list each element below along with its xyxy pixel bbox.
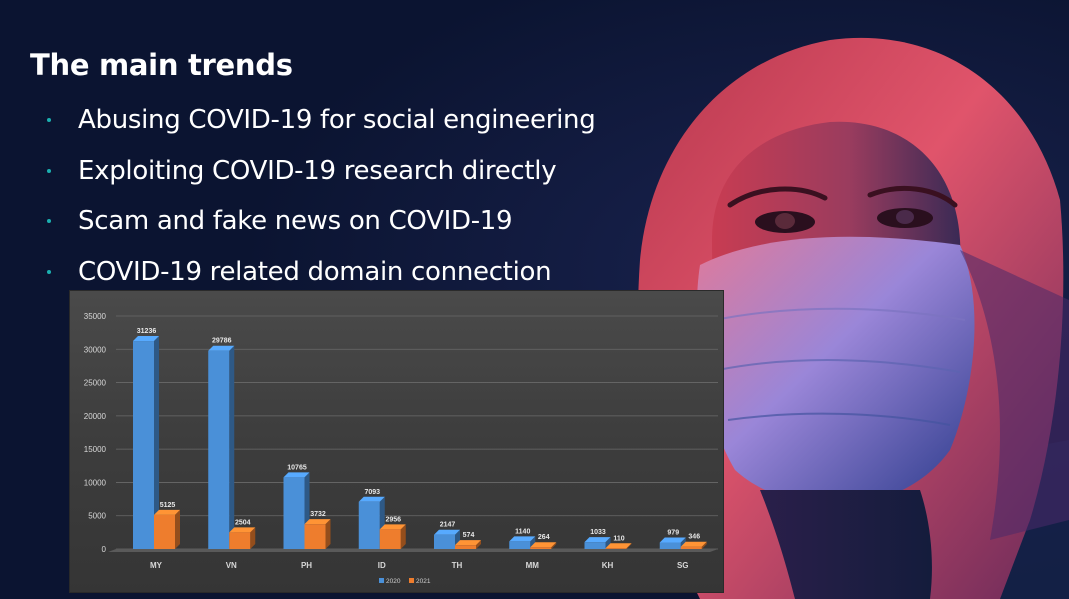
bar-side [154, 336, 159, 549]
trend-list: Abusing COVID-19 for social engineering … [45, 100, 596, 303]
bar-top [605, 543, 632, 549]
bar-2020-mm [509, 541, 531, 549]
bar-2021-ph [304, 524, 326, 549]
trend-item: Scam and fake news on COVID-19 [45, 201, 595, 252]
y-tick-label: 0 [102, 545, 107, 554]
bar-side [250, 527, 256, 549]
data-label: 3732 [310, 511, 326, 518]
data-label: 979 [667, 529, 679, 536]
trend-item: COVID-19 related domain connection [45, 252, 595, 303]
category-label: PH [301, 561, 312, 570]
slide-title: The main trends [30, 48, 293, 82]
category-label: SG [677, 561, 689, 570]
trend-text: Abusing COVID-19 for social engineering [78, 105, 596, 135]
trend-item: Abusing COVID-19 for social engineering [45, 100, 596, 151]
bar-top [509, 536, 536, 542]
data-label: 2147 [440, 522, 456, 529]
category-label: MM [526, 561, 540, 570]
bar-2021-vn [229, 532, 251, 549]
bar-2020-ph [283, 477, 305, 549]
bar-top [229, 527, 256, 533]
chart-floor [108, 549, 718, 552]
bar-side [476, 540, 481, 549]
bar-top [434, 529, 460, 535]
data-label: 2956 [385, 516, 401, 523]
bar-top [659, 537, 686, 543]
y-tick-label: 10000 [84, 478, 107, 487]
data-label: 1140 [515, 528, 530, 535]
trend-item: Exploiting COVID-19 research directly [45, 151, 595, 202]
legend-swatch [409, 578, 414, 583]
data-label: 1033 [590, 529, 606, 536]
bar-top [379, 524, 406, 530]
bar-2020-my [133, 341, 154, 549]
chart-canvas: 0 5000 10000 15000 20000 25000 30000 35000 31236… [84, 312, 718, 585]
data-label: 574 [463, 532, 475, 539]
data-label: 31236 [137, 328, 157, 335]
bar-side [551, 542, 557, 549]
legend-label: 2020 [386, 578, 401, 585]
bar-2020-kh [584, 542, 606, 549]
y-tick-label: 30000 [84, 345, 107, 354]
bullet-icon [47, 269, 51, 274]
y-tick-label: 15000 [84, 445, 107, 454]
bar-2021-sg [680, 546, 702, 549]
bar-top [133, 336, 159, 342]
bar-side [701, 541, 707, 549]
bar-top [154, 509, 180, 515]
bullet-icon [47, 168, 51, 173]
bar-2020-vn [208, 350, 230, 549]
trend-text: Scam and fake news on COVID-19 [78, 206, 513, 236]
bullet-icon [47, 219, 51, 223]
bar-top [304, 519, 331, 525]
y-tick-label: 5000 [88, 512, 106, 521]
bar-side [175, 509, 180, 549]
data-label: 29786 [212, 338, 232, 345]
bar-top [358, 496, 385, 502]
bullet-icon [47, 118, 51, 122]
data-label: 2504 [235, 519, 251, 526]
bar-2020-th [434, 534, 455, 549]
bar-2021-mm [530, 547, 552, 549]
legend-swatch [379, 578, 384, 583]
category-label: ID [378, 561, 386, 570]
data-label: 5125 [160, 502, 176, 509]
bar-top [208, 345, 235, 351]
y-tick-label: 35000 [84, 312, 107, 321]
data-label: 110 [613, 535, 624, 542]
bar-top [455, 540, 481, 546]
trend-text: Exploiting COVID-19 research directly [78, 155, 557, 186]
bar-side [530, 536, 536, 549]
bar-top [283, 472, 310, 478]
bar-side [626, 543, 632, 549]
bar-top [680, 541, 707, 547]
category-label: TH [452, 561, 463, 570]
bar-2021-id [379, 529, 401, 549]
bar-side [605, 537, 611, 549]
legend-label: 2021 [416, 578, 431, 585]
y-tick-label: 20000 [84, 412, 107, 421]
category-label: MY [150, 561, 163, 570]
trend-text: COVID-19 related domain connection [78, 256, 552, 287]
bar-2020-sg [659, 542, 681, 549]
data-label: 7093 [364, 489, 380, 496]
bar-side [400, 524, 406, 549]
y-tick-label: 25000 [84, 379, 107, 388]
bar-top [530, 542, 557, 548]
bar-side [229, 345, 235, 549]
data-label: 10765 [287, 464, 307, 471]
domain-connection-chart: 0 5000 10000 15000 20000 25000 30000 35000 31236… [70, 291, 723, 592]
data-label: 346 [688, 534, 700, 541]
bar-2021-kh [605, 548, 627, 549]
bar-2021-my [154, 514, 175, 549]
bar-top [584, 537, 611, 543]
category-label: VN [226, 561, 237, 570]
data-label: 264 [538, 534, 550, 541]
bar-side [325, 519, 331, 549]
bar-2021-th [455, 545, 476, 549]
bar-2020-id [358, 501, 380, 549]
category-label: KH [602, 561, 614, 570]
